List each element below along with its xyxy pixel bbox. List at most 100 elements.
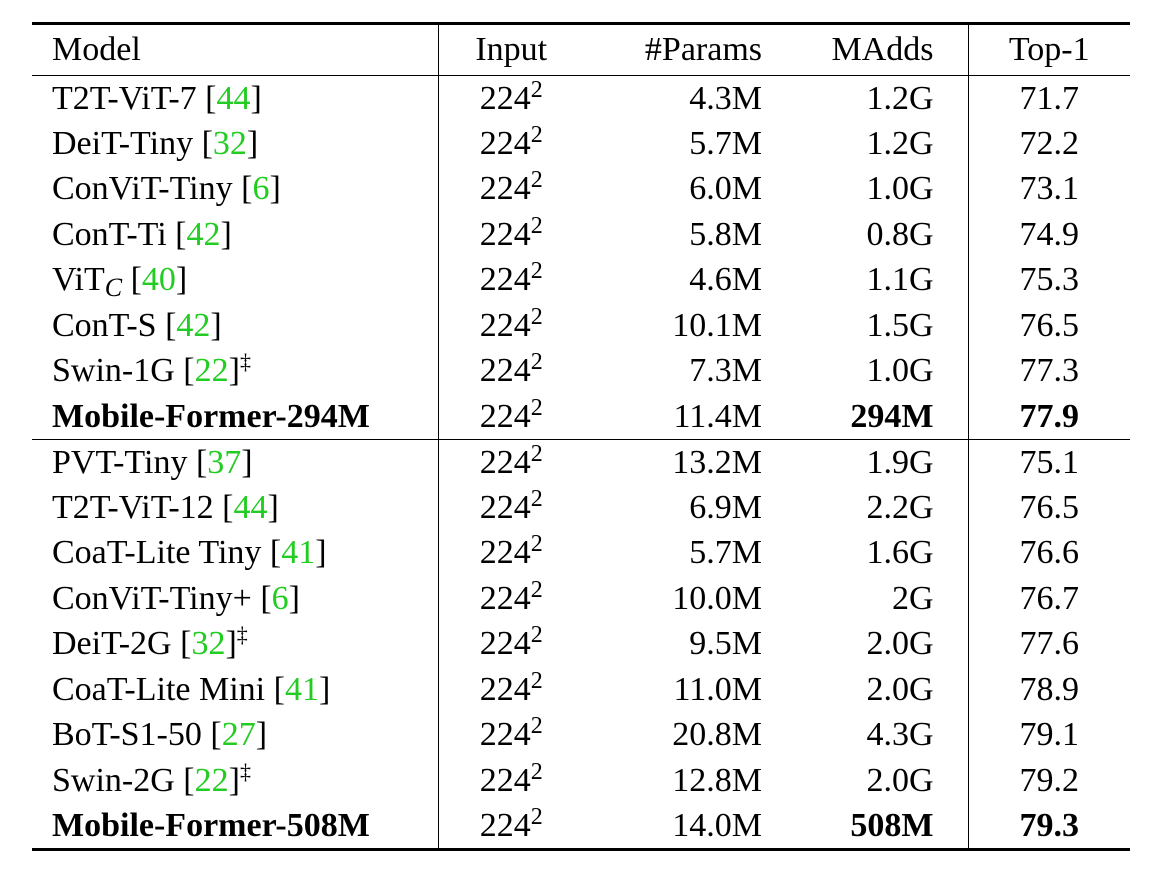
madds-cell: 508M (780, 803, 969, 849)
citation-link[interactable]: 42 (186, 215, 221, 253)
input-base: 224 (479, 579, 531, 617)
table-row: T2T-ViT-7 [44] 2242 4.3M 1.2G 71.7 (32, 75, 1130, 121)
input-exponent: 2 (530, 758, 543, 785)
citation-link[interactable]: 44 (216, 79, 251, 117)
input-exponent: 2 (530, 212, 543, 239)
input-exponent: 2 (530, 531, 543, 558)
madds-cell: 1.9G (780, 439, 969, 485)
input-cell: 2242 (438, 349, 584, 395)
input-cell: 2242 (438, 667, 584, 713)
citation-close: ] (210, 306, 222, 344)
top1-cell: 76.6 (1019, 534, 1080, 572)
params-cell: 13.2M (672, 443, 762, 481)
citation-link[interactable]: 6 (271, 579, 289, 617)
madds-cell: 4.3G (780, 712, 969, 758)
citation-link[interactable]: 41 (281, 534, 316, 572)
citation-link[interactable]: 22 (194, 761, 229, 799)
citation-close: ] (228, 352, 240, 390)
table-row: ViTC [40] 2242 4.6M 1.1G 75.3 (32, 257, 1130, 303)
citation-link[interactable]: 44 (233, 488, 268, 526)
params-cell: 14.0M (672, 806, 762, 844)
input-cell: 2242 (438, 576, 584, 622)
table-row: DeiT-Tiny [32] 2242 5.7M 1.2G 72.2 (32, 121, 1130, 167)
citation-open: [ (222, 488, 234, 526)
input-base: 224 (479, 124, 531, 162)
citation-open: [ (201, 124, 213, 162)
params-cell: 6.9M (689, 488, 762, 526)
input-base: 224 (479, 806, 531, 844)
citation-open: [ (205, 79, 217, 117)
table-row: BoT-S1-50 [27] 2242 20.8M 4.3G 79.1 (32, 712, 1130, 758)
citation-link[interactable]: 27 (221, 716, 256, 754)
madds-cell: 1.6G (780, 530, 969, 576)
input-cell: 2242 (438, 394, 584, 440)
table-row: ConViT-Tiny [6] 2242 6.0M 1.0G 73.1 (32, 166, 1130, 212)
input-cell: 2242 (438, 303, 584, 349)
model-cell: DeiT-2G [32]‡ (32, 621, 439, 667)
params-cell: 11.0M (673, 670, 762, 708)
params-cell: 5.7M (689, 534, 762, 572)
madds-cell: 1.2G (780, 121, 969, 167)
citation-close: ] (225, 625, 237, 663)
citation-close: ] (318, 670, 331, 708)
citation-link[interactable]: 32 (212, 124, 247, 162)
model-name: ConViT-Tiny+ (52, 579, 261, 617)
citation-link[interactable]: 22 (194, 352, 229, 390)
table-row: ConT-Ti [42] 2242 5.8M 0.8G 74.9 (32, 212, 1130, 258)
citation-open: [ (183, 761, 195, 799)
top1-cell: 78.9 (1019, 670, 1080, 708)
citation-link[interactable]: 40 (141, 261, 176, 299)
model-name: PVT-Tiny (52, 443, 196, 481)
madds-cell: 2.0G (780, 667, 969, 713)
model-cell: Swin-2G [22]‡ (32, 758, 439, 804)
params-cell: 6.0M (689, 170, 762, 208)
madds-cell: 2.0G (780, 621, 969, 667)
citation-close: ] (250, 79, 262, 117)
input-base: 224 (479, 352, 531, 390)
model-cell: PVT-Tiny [37] (32, 439, 439, 485)
citation-link[interactable]: 32 (191, 625, 226, 663)
top1-cell: 76.7 (1019, 579, 1080, 617)
input-base: 224 (479, 261, 531, 299)
input-exponent: 2 (530, 485, 543, 512)
input-exponent: 2 (530, 394, 543, 421)
citation-link[interactable]: 41 (284, 670, 319, 708)
input-base: 224 (479, 397, 531, 435)
params-cell: 4.6M (689, 261, 762, 299)
table-row: ConViT-Tiny+ [6] 2242 10.0M 2G 76.7 (32, 576, 1130, 622)
madds-cell: 2G (780, 576, 969, 622)
model-cell: ConViT-Tiny+ [6] (32, 576, 439, 622)
input-exponent: 2 (530, 713, 543, 740)
citation-close: ] (228, 761, 240, 799)
citation-open: [ (273, 670, 285, 708)
input-exponent: 2 (530, 440, 543, 467)
citation-link[interactable]: 6 (252, 170, 270, 208)
header-input: Input (438, 23, 584, 76)
model-name: ConViT-Tiny (52, 170, 242, 208)
model-cell: ConT-S [42] (32, 303, 439, 349)
citation-close: ] (175, 261, 188, 299)
input-base: 224 (479, 761, 531, 799)
double-dagger-mark: ‡ (239, 758, 251, 784)
input-cell: 2242 (438, 531, 584, 577)
model-name: Swin-2G (52, 761, 184, 799)
input-base: 224 (479, 625, 531, 663)
madds-cell: 1.2G (780, 75, 969, 121)
input-exponent: 2 (530, 622, 543, 649)
input-exponent: 2 (530, 803, 543, 830)
citation-link[interactable]: 37 (207, 443, 242, 481)
input-cell: 2242 (438, 121, 584, 167)
table-row: Mobile-Former-294M 2242 11.4M 294M 77.9 (32, 394, 1130, 440)
table-row: DeiT-2G [32]‡ 2242 9.5M 2.0G 77.6 (32, 621, 1130, 668)
madds-cell: 1.1G (780, 257, 969, 303)
input-exponent: 2 (530, 121, 543, 148)
header-params: #Params (584, 23, 780, 76)
input-base: 224 (479, 79, 531, 117)
model-name: ConT-S (52, 306, 166, 344)
model-cell: ConT-Ti [42] (32, 212, 439, 258)
input-cell: 2242 (438, 622, 584, 668)
input-exponent: 2 (530, 76, 543, 103)
input-cell: 2242 (438, 758, 584, 804)
table-row: Swin-1G [22]‡ 2242 7.3M 1.0G 77.3 (32, 348, 1130, 395)
citation-link[interactable]: 42 (176, 306, 211, 344)
